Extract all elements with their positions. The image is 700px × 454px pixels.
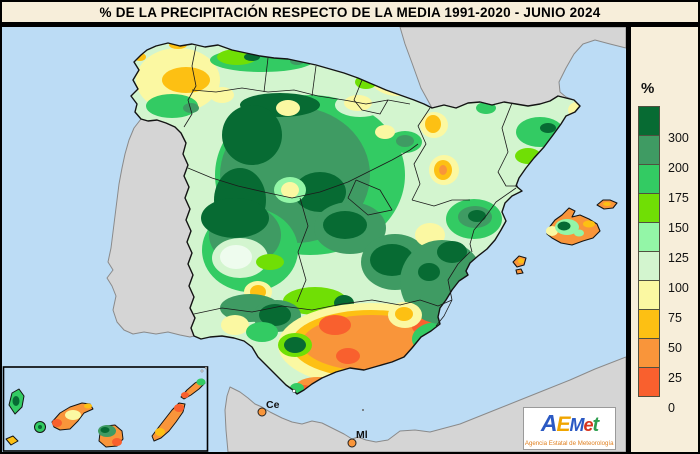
legend-color-band (638, 135, 660, 165)
legend-tick-label: 200 (668, 161, 689, 175)
alboran-dot (362, 409, 364, 411)
city-markers: Ce Ml (257, 389, 368, 448)
formentera-island (515, 268, 524, 275)
legend-color-band (638, 222, 660, 252)
legend-tick-label: 50 (668, 341, 682, 355)
legend-tick: 300 (668, 107, 696, 145)
melilla-label: Ml (356, 429, 368, 441)
logo-letter-e: e (583, 414, 593, 435)
legend-tick: 175 (668, 167, 696, 205)
legend-ticks: 300 200 175 150 125 100 75 50 25 0 (668, 107, 696, 415)
legend-tick-label: 25 (668, 371, 682, 385)
legend-tick: 25 (668, 347, 696, 385)
el-hierro-island (5, 435, 19, 446)
logo-letter-a: A (540, 409, 558, 436)
legend-tick-label: 300 (668, 131, 689, 145)
legend-swatches (638, 106, 660, 397)
legend-tick-label: 175 (668, 191, 689, 205)
region-boundaries (183, 45, 518, 327)
legend-color-band (638, 367, 660, 397)
spain-coastline (130, 42, 581, 395)
map-title: % DE LA PRECIPITACIÓN RESPECTO DE LA MED… (99, 4, 601, 20)
balearic-field (518, 202, 611, 264)
aemet-logo: AEMet Agencia Estatal de Meteorología (523, 407, 616, 450)
islet-dot (200, 369, 204, 373)
legend-tick: 100 (668, 257, 696, 295)
legend-tick-label: 75 (668, 311, 682, 325)
legend-tick: 75 (668, 287, 696, 325)
legend-color-band (638, 309, 660, 339)
legend-color-band (638, 164, 660, 194)
legend-tick: 50 (668, 317, 696, 355)
gibraltar-dot (292, 389, 296, 393)
legend-panel: % 300 200 175 150 125 100 75 50 25 0 (631, 27, 698, 452)
legend-color-band (638, 338, 660, 368)
precipitation-map: Ce Ml (2, 27, 626, 452)
legend-color-band (638, 280, 660, 310)
ceuta-label: Ce (266, 399, 280, 411)
islet-dot (204, 366, 208, 370)
legend-tick: 200 (668, 137, 696, 175)
legend-tick-label: 0 (668, 401, 675, 415)
legend-color-band (638, 106, 660, 136)
legend-tick-label: 125 (668, 251, 689, 265)
canary-inset (2, 366, 209, 452)
legend-tick: 0 (668, 377, 696, 415)
ceuta-marker-dot (257, 407, 267, 417)
legend-tick: 125 (668, 227, 696, 265)
aemet-logo-letters: AEMet (540, 409, 599, 439)
map-area: Ce Ml (2, 27, 626, 452)
melilla-marker-dot (347, 438, 357, 448)
logo-letter-e-cap: E (556, 412, 570, 436)
logo-letter-t: t (592, 413, 599, 436)
legend-tick-label: 150 (668, 221, 689, 235)
legend-tick: 150 (668, 197, 696, 235)
legend-color-band (638, 251, 660, 281)
legend-color-band (638, 193, 660, 223)
aemet-logo-subtitle: Agencia Estatal de Meteorología (525, 439, 614, 447)
logo-letter-m: M (569, 414, 584, 435)
title-bar: % DE LA PRECIPITACIÓN RESPECTO DE LA MED… (2, 2, 698, 22)
legend-tick-label: 100 (668, 281, 689, 295)
legend-unit-label: % (641, 80, 655, 97)
